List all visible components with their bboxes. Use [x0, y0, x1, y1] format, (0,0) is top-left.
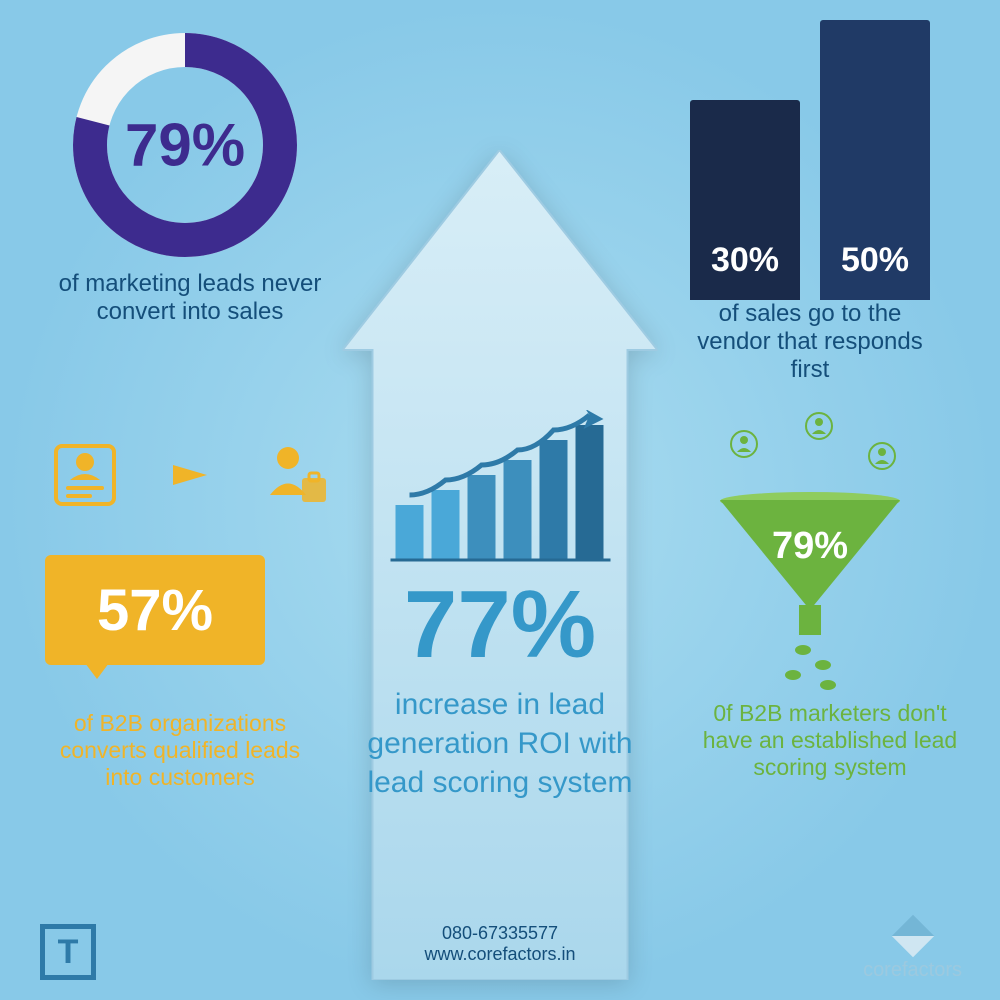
- t-logo: T: [40, 924, 96, 980]
- center-mini-chart: [385, 410, 615, 570]
- person-icon: [805, 412, 833, 440]
- t-letter: T: [58, 933, 79, 972]
- bar-chart: 30% 50%: [680, 20, 940, 300]
- user-bag-icon: [260, 440, 330, 510]
- bar-label: 50%: [841, 241, 909, 280]
- bar: 30%: [690, 100, 800, 300]
- yellow-icons: [50, 430, 330, 520]
- person-icon: [730, 430, 758, 458]
- center-panel: 77% increase in lead generation ROI with…: [343, 150, 658, 980]
- footer-phone: 080-67335577: [343, 923, 658, 944]
- funnel-drop: [785, 670, 801, 680]
- funnel-drop: [815, 660, 831, 670]
- funnel-drop: [820, 680, 836, 690]
- funnel-percent: 79%: [772, 525, 848, 568]
- center-percent: 77%: [343, 570, 658, 680]
- diamond-icon: [891, 915, 933, 957]
- bars-caption: of sales go to the vendor that responds …: [680, 300, 940, 384]
- center-caption: increase in lead generation ROI with lea…: [363, 685, 638, 802]
- bar: 50%: [820, 20, 930, 300]
- funnel: 79%: [700, 430, 920, 680]
- donut-caption: of marketing leads never convert into sa…: [40, 270, 340, 326]
- bar-label: 30%: [711, 241, 779, 280]
- funnel-drop: [795, 645, 811, 655]
- footer-url: www.corefactors.in: [343, 944, 658, 965]
- corefactors-logo: corefactors: [863, 921, 962, 982]
- funnel-stem: [799, 605, 821, 635]
- yellow-caption: of B2B organizations converts qualified …: [40, 710, 320, 791]
- yellow-percent: 57%: [97, 577, 213, 644]
- footer: 080-67335577 www.corefactors.in: [343, 923, 658, 965]
- arrow-icon: [173, 465, 207, 485]
- corefactors-text: corefactors: [863, 959, 962, 982]
- donut-percent: 79%: [125, 111, 245, 180]
- profile-card-icon: [50, 440, 120, 510]
- donut-chart: 79%: [70, 30, 300, 260]
- funnel-caption: 0f B2B marketers don't have an establish…: [700, 700, 960, 781]
- person-icon: [868, 442, 896, 470]
- yellow-banner: 57%: [45, 555, 265, 665]
